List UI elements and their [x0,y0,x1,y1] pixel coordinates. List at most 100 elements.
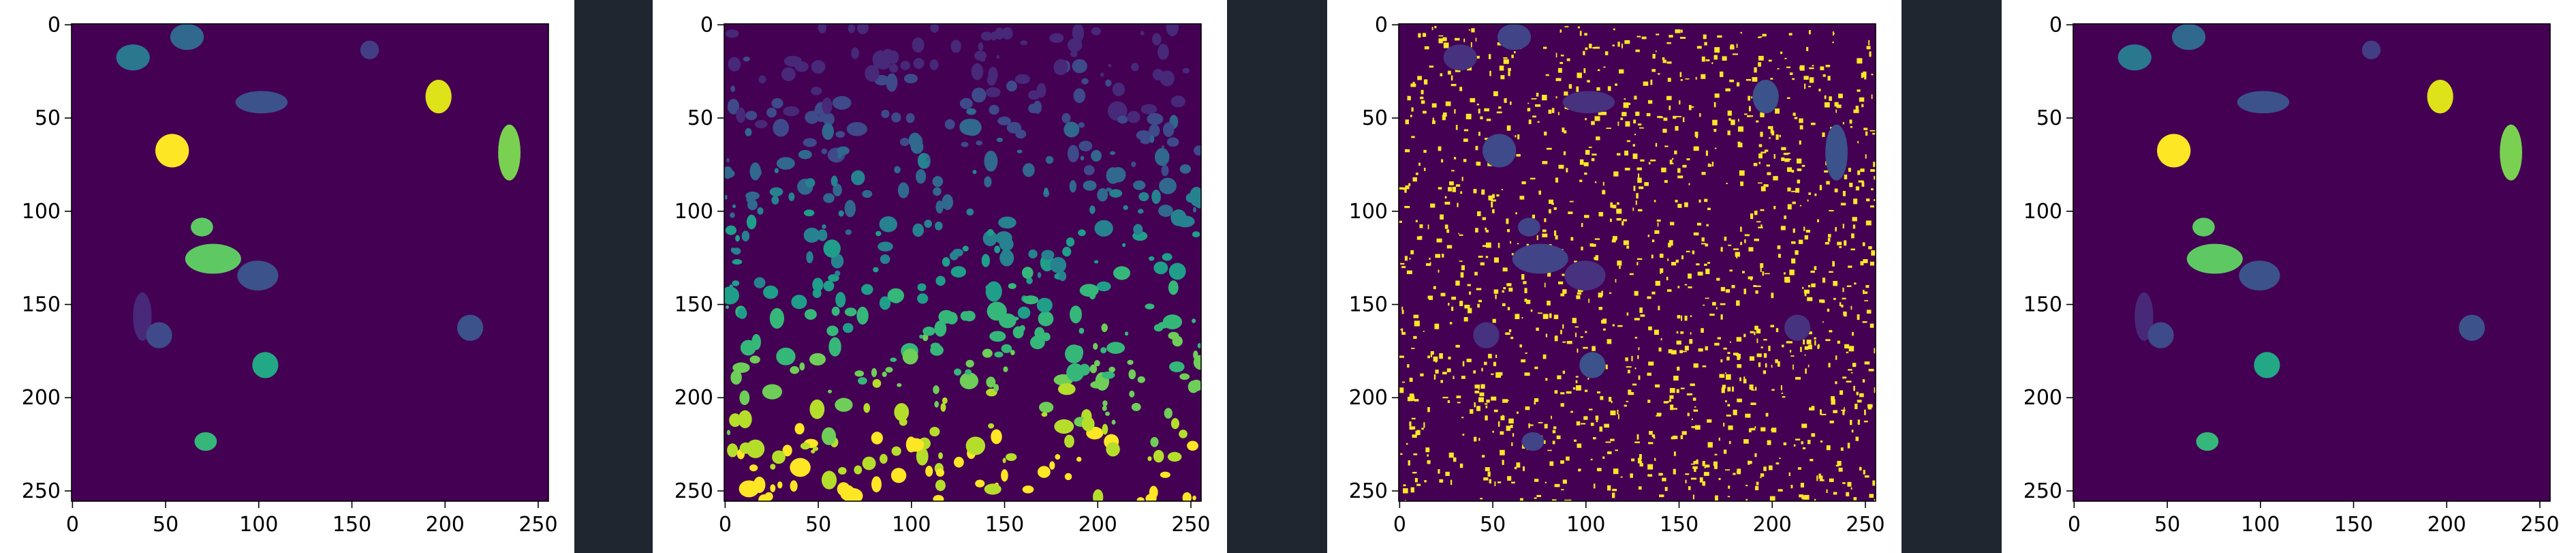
segment-blob [732,248,741,255]
speckle [1535,104,1541,107]
speckle [1544,131,1547,136]
segment-blob [1106,442,1120,457]
speckle [1543,440,1546,444]
speckle [1632,207,1634,211]
speckle [1811,283,1816,288]
segment-blob [1094,220,1113,237]
segment-blob [1041,250,1055,260]
segment-blob [949,251,959,260]
speckle [1795,376,1801,380]
speckle [1709,314,1715,316]
segment-blob [1010,350,1015,355]
speckle [1455,184,1461,187]
segment-blob [984,150,998,172]
speckle [1756,120,1759,123]
speckle [1639,127,1644,129]
x-tick-label: 0 [719,513,732,537]
speckle [1814,498,1816,501]
speckle [1520,498,1523,501]
speckle [1445,471,1450,477]
speckle [1649,430,1653,435]
speckle [1618,414,1619,419]
speckle [1553,207,1557,210]
speckle [1781,147,1786,151]
segment-blob [1518,218,1540,237]
speckle [1696,222,1702,226]
speckle [1612,205,1617,209]
speckle [1473,370,1476,374]
speckle [1866,198,1870,202]
speckle [1666,42,1671,44]
segment-blob [1179,164,1192,174]
segment-blob [743,57,750,62]
speckle [1824,170,1829,173]
speckle [1416,483,1421,486]
speckle [1638,209,1643,212]
speckle [1433,374,1436,380]
speckle [1852,363,1857,368]
segment-blob [725,29,739,38]
speckle [1721,387,1725,393]
segment-blob [1083,180,1097,191]
speckle [1671,350,1677,355]
segment-blob [1064,434,1074,448]
segment-blob [823,239,841,258]
speckle [1502,267,1508,272]
speckle [1496,111,1502,114]
segment-blob [905,113,915,123]
segment-blob [1036,297,1053,313]
speckle [1784,57,1787,59]
speckle [1606,128,1611,130]
speckle [1459,234,1463,236]
image-area [72,24,548,501]
speckle [1607,339,1612,344]
speckle [1799,494,1804,498]
speckle [1730,44,1734,46]
speckle [1627,102,1631,105]
speckle [1617,202,1619,205]
speckle [1785,280,1790,283]
speckle [1677,366,1680,371]
speckle [1864,75,1867,80]
segment-blob [994,351,1004,358]
speckle [1760,151,1767,153]
segment-blob [1001,344,1012,353]
segment-blob [1160,471,1170,478]
speckle [1594,256,1597,260]
speckle [1600,395,1604,400]
speckle [1865,131,1868,136]
speckle [1658,305,1660,310]
speckle [1663,401,1669,404]
y-tick-label: 100 [2023,200,2062,224]
speckle [1430,353,1432,357]
speckle [1447,70,1451,75]
speckle [1558,164,1564,169]
segment-blob [900,61,910,70]
speckle [1559,29,1562,33]
speckle [1743,288,1747,295]
segment-blob [822,113,835,126]
speckle [1861,104,1864,108]
speckle [1863,470,1865,475]
speckle [1581,246,1583,251]
speckle [1478,438,1480,441]
speckle [1431,27,1433,31]
segment-blob [935,468,945,477]
segment-blob [746,439,765,458]
speckle [1498,243,1500,248]
segment-blob [1037,466,1051,478]
speckle [1604,423,1609,428]
speckle [1705,59,1710,61]
speckle [1462,361,1465,367]
speckle [1828,363,1831,368]
speckle [1738,126,1743,132]
segment-blob [981,254,990,267]
speckle [1864,300,1868,301]
speckle [1730,46,1735,50]
speckle [1825,339,1831,342]
segment-blob [831,306,840,316]
speckle [1414,399,1419,402]
speckle [1513,51,1516,54]
segment-blob [754,119,768,129]
speckle [1731,284,1735,288]
